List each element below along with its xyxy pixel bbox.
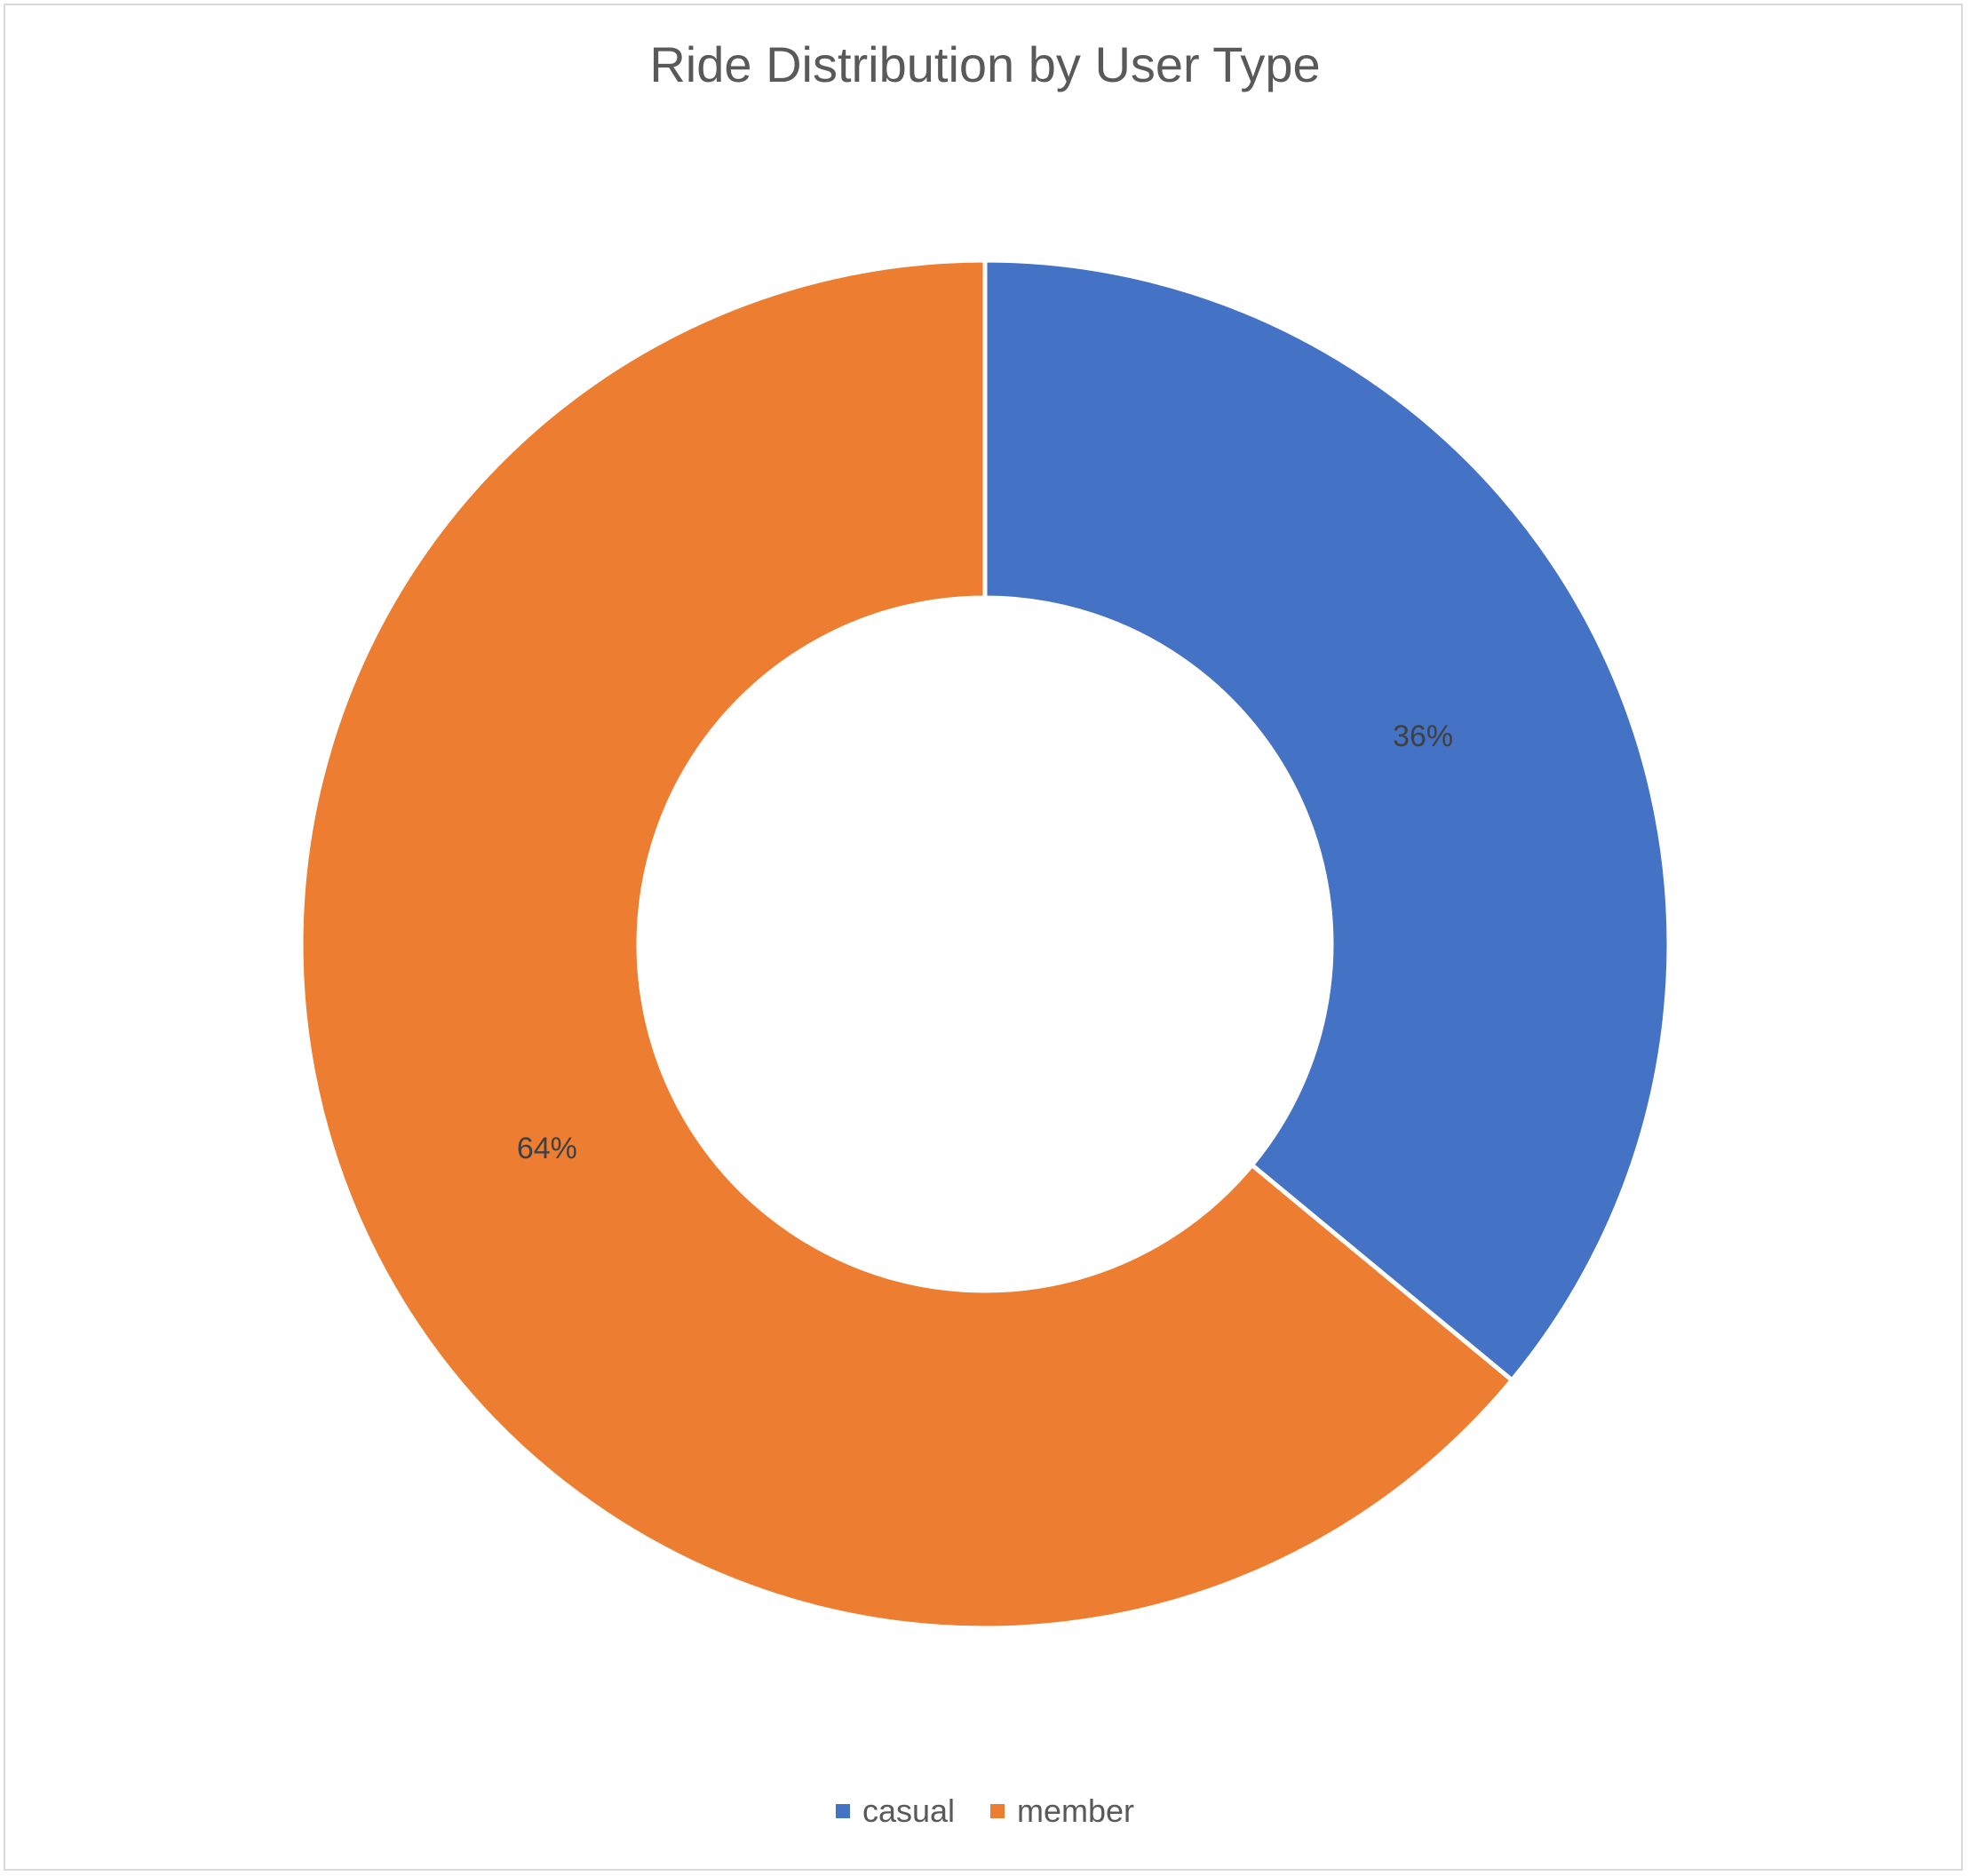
legend-entry-casual: casual — [835, 1793, 956, 1830]
data-label-casual: 36% — [1393, 719, 1453, 753]
slice-member — [298, 258, 1515, 1631]
legend-swatch-casual — [835, 1804, 850, 1818]
legend: casual member — [0, 1793, 1970, 1830]
data-label-member: 64% — [517, 1132, 577, 1165]
data-labels-group: 36% 64% — [517, 719, 1453, 1165]
legend-label-member: member — [1017, 1793, 1135, 1829]
legend-label-casual: casual — [862, 1793, 956, 1829]
slices-group — [298, 258, 1672, 1631]
legend-swatch-member — [990, 1804, 1005, 1818]
legend-entry-member: member — [990, 1793, 1134, 1830]
slice-casual — [982, 258, 1672, 1384]
chart-title: Ride Distribution by User Type — [649, 36, 1321, 92]
